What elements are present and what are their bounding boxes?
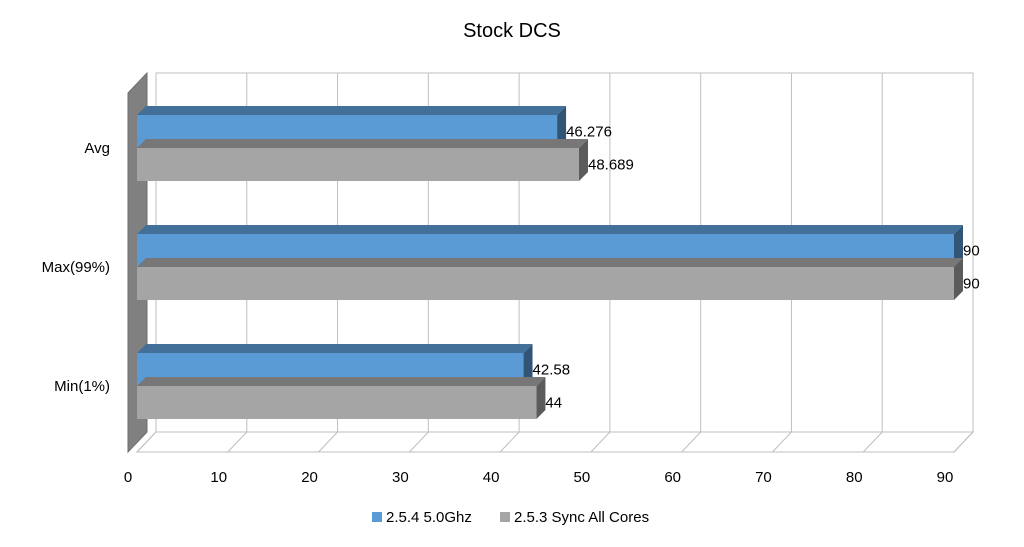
chart-title: Stock DCS bbox=[463, 20, 561, 42]
bar-side bbox=[578, 139, 588, 181]
floor-gridline bbox=[681, 431, 702, 453]
x-tick-label: 60 bbox=[664, 469, 681, 486]
data-label: 42.58 bbox=[533, 361, 571, 378]
legend-label: 2.5.3 Sync All Cores bbox=[514, 509, 649, 526]
x-tick-label: 90 bbox=[937, 469, 954, 486]
data-label: 48.689 bbox=[588, 156, 634, 173]
category-labels: Avg Max(99%) Min(1%) bbox=[42, 140, 110, 395]
category-label: Avg bbox=[84, 140, 110, 157]
floor-gridline bbox=[136, 431, 157, 453]
bar bbox=[137, 267, 954, 300]
x-axis-ticks: 0 10 20 30 40 50 60 70 80 90 bbox=[124, 469, 954, 486]
data-label: 90 bbox=[963, 275, 980, 292]
floor-gridline bbox=[318, 431, 338, 453]
bar-top bbox=[137, 344, 533, 353]
x-tick-label: 80 bbox=[846, 469, 863, 486]
floor-gridline bbox=[862, 431, 883, 453]
floor bbox=[135, 431, 975, 453]
x-tick-label: 40 bbox=[483, 469, 500, 486]
floor-gridline bbox=[590, 431, 611, 453]
category-label: Max(99%) bbox=[42, 259, 110, 276]
bars: 46.276 48.689 90 90 42.58 44 bbox=[137, 106, 980, 419]
x-tick-label: 0 bbox=[124, 469, 132, 486]
floor-gridline bbox=[772, 431, 792, 453]
category-label: Min(1%) bbox=[54, 378, 110, 395]
floor-gridline bbox=[227, 431, 248, 453]
bar bbox=[137, 386, 537, 419]
legend-swatch bbox=[372, 512, 382, 522]
bar-side bbox=[523, 344, 533, 386]
x-tick-label: 30 bbox=[392, 469, 409, 486]
bar-side bbox=[954, 225, 963, 267]
bar-side bbox=[557, 106, 567, 148]
x-tick-label: 50 bbox=[574, 469, 591, 486]
floor-gridline bbox=[499, 431, 520, 453]
legend-swatch bbox=[500, 512, 510, 522]
data-label: 44 bbox=[545, 394, 562, 411]
x-tick-label: 70 bbox=[755, 469, 772, 486]
bar-top bbox=[137, 225, 963, 234]
data-label: 46.276 bbox=[566, 123, 612, 140]
bar-top bbox=[137, 258, 963, 267]
bar-side bbox=[536, 377, 546, 419]
bar bbox=[137, 148, 579, 181]
data-label: 90 bbox=[963, 242, 980, 259]
floor-gridline bbox=[953, 431, 974, 453]
bar-side bbox=[954, 258, 963, 300]
legend-label: 2.5.4 5.0Ghz bbox=[386, 509, 472, 526]
bar-top bbox=[137, 106, 567, 115]
floor-gridline bbox=[408, 431, 429, 453]
legend: 2.5.4 5.0Ghz 2.5.3 Sync All Cores bbox=[372, 509, 649, 526]
x-tick-label: 20 bbox=[301, 469, 318, 486]
bar-top bbox=[137, 377, 546, 386]
x-tick-label: 10 bbox=[210, 469, 227, 486]
bar-top bbox=[137, 139, 588, 148]
